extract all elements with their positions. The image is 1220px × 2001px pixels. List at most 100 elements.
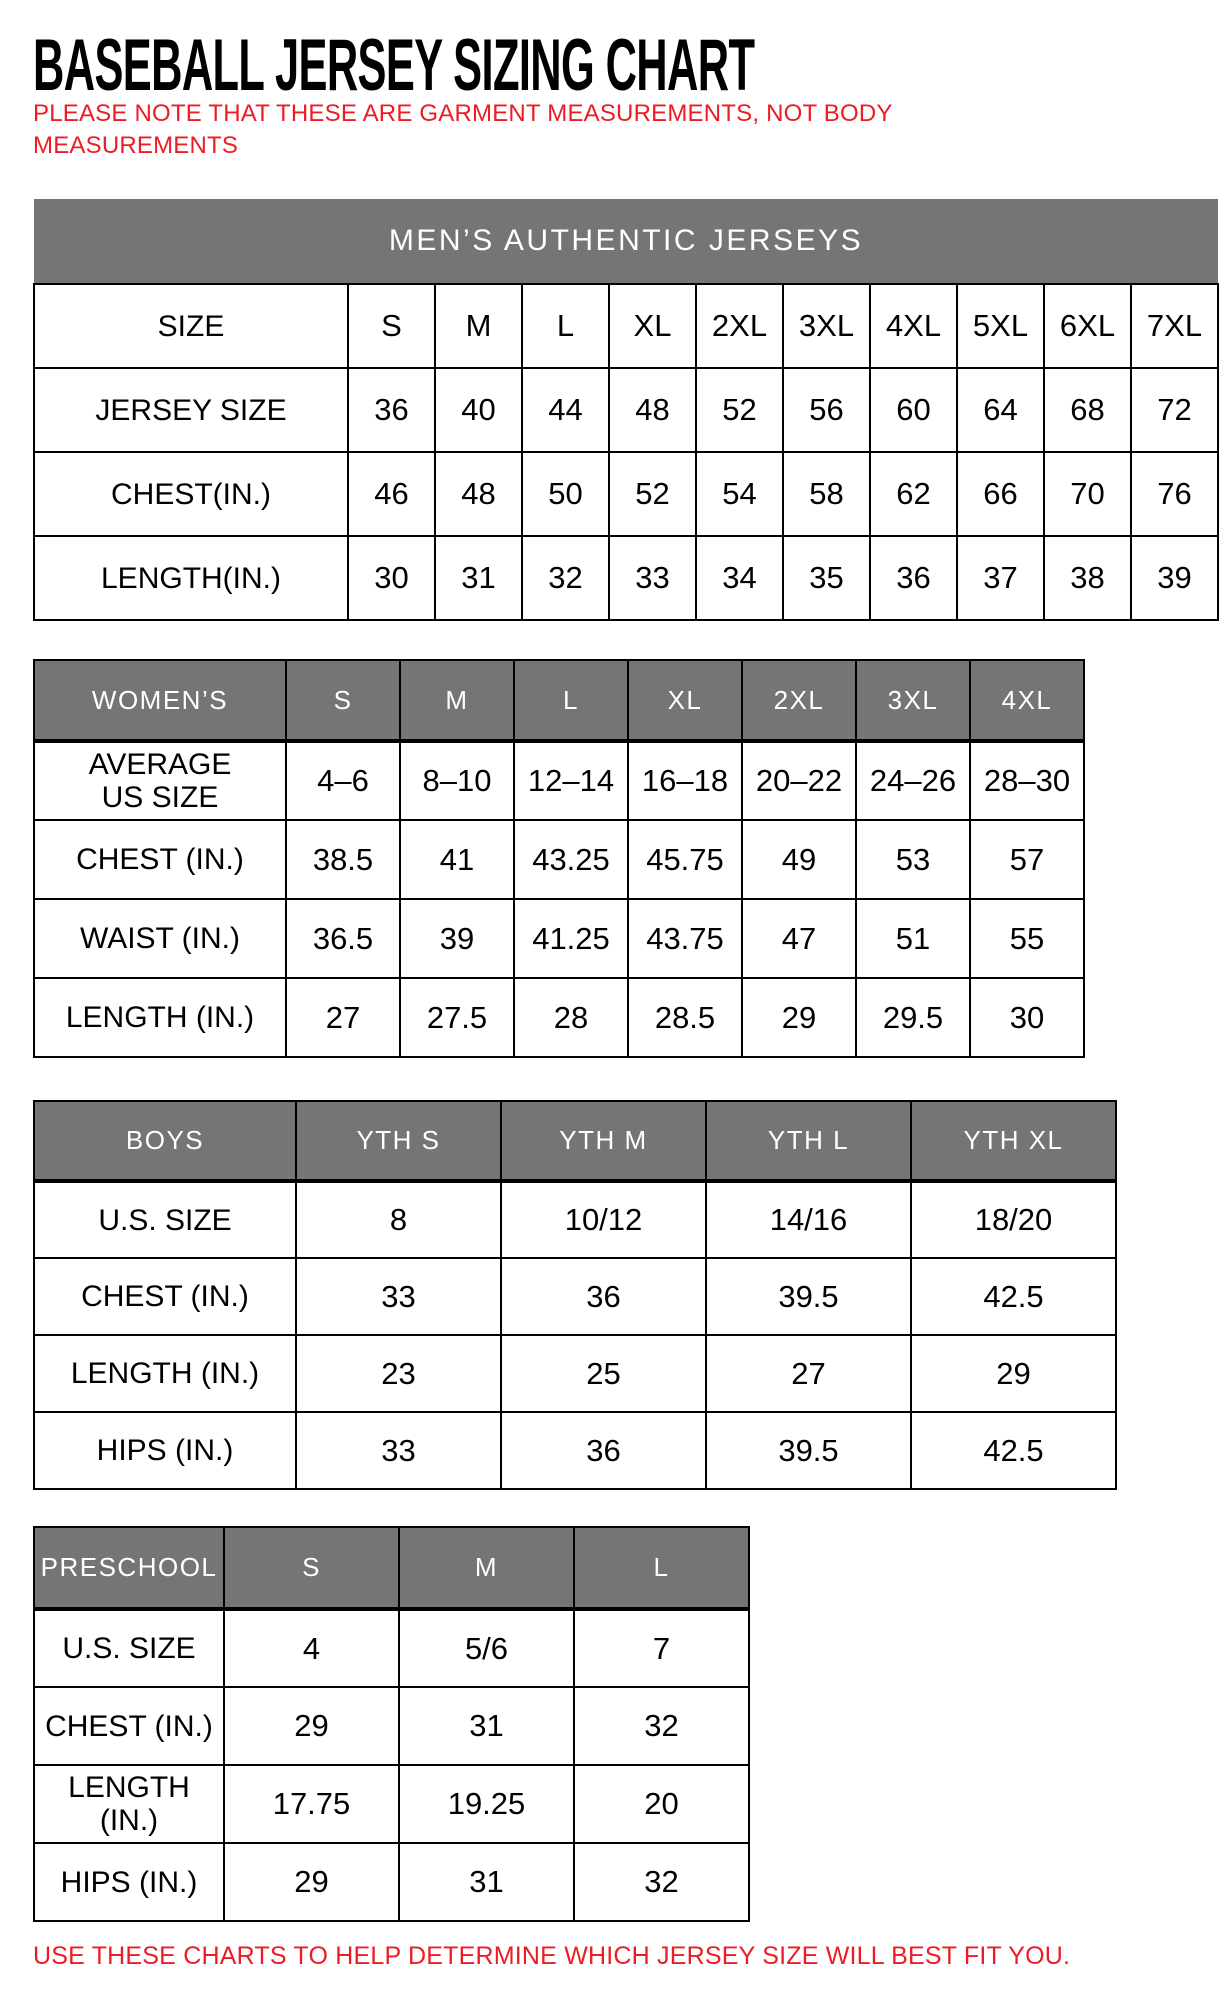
garment-measurements-note: PLEASE NOTE THAT THESE ARE GARMENT MEASU… — [33, 100, 893, 159]
preschool-sizing-table-header-label: PRESCHOOL — [33, 1526, 225, 1612]
value-cell: 51 — [855, 898, 971, 980]
mens-table-container: MEN’S AUTHENTIC JERSEYS SIZE S M L XL 2XL 3XL 4X… — [33, 199, 1220, 622]
value-cell: 5XL — [956, 283, 1045, 370]
value-cell: 46 — [347, 451, 436, 538]
value-cell: XL — [608, 283, 697, 370]
value-cell: 33 — [295, 1411, 502, 1491]
value-cell: 38 — [1043, 535, 1132, 622]
value-cell: 42.5 — [910, 1411, 1117, 1491]
value-cell: 62 — [869, 451, 958, 538]
size-header-cell: S — [285, 659, 401, 744]
value-cell: 20 — [573, 1764, 750, 1845]
row-label-cell: HIPS (IN.) — [33, 1842, 225, 1923]
value-cell: 30 — [969, 977, 1085, 1059]
value-cell: 56 — [782, 367, 871, 454]
value-cell: 29.5 — [855, 977, 971, 1059]
table-row: SIZE S M L XL 2XL 3XL 4XL 5XL 6XL 7XL — [33, 283, 1219, 370]
value-cell: 7 — [573, 1608, 750, 1689]
size-header-cell: YTH S — [295, 1100, 502, 1184]
womens-sizing-table-header-label: WOMEN’S — [33, 659, 287, 744]
table-row: AVERAGE US SIZE 4–6 8–10 12–14 16–18 20–22 24–… — [33, 740, 1085, 822]
value-cell: 48 — [434, 451, 523, 538]
size-header-cell: 4XL — [969, 659, 1085, 744]
value-cell: 57 — [969, 819, 1085, 901]
value-cell: 33 — [295, 1257, 502, 1337]
table-row: CHEST (IN.) 29 31 32 — [33, 1686, 750, 1767]
value-cell: 4XL — [869, 283, 958, 370]
value-cell: 42.5 — [910, 1257, 1117, 1337]
value-cell: L — [521, 283, 610, 370]
value-cell: 70 — [1043, 451, 1132, 538]
table-row: LENGTH(IN.) 30 31 32 33 34 35 36 37 38 39 — [33, 535, 1219, 622]
table-row: LENGTH (IN.) 23 25 27 29 — [33, 1334, 1117, 1414]
value-cell: S — [347, 283, 436, 370]
value-cell: 34 — [695, 535, 784, 622]
value-cell: 38.5 — [285, 819, 401, 901]
value-cell: 32 — [573, 1842, 750, 1923]
row-label-cell: U.S. SIZE — [33, 1180, 297, 1260]
value-cell: 36 — [500, 1411, 707, 1491]
size-header-cell: YTH M — [500, 1100, 707, 1184]
value-cell: 23 — [295, 1334, 502, 1414]
value-cell: 10/12 — [500, 1180, 707, 1260]
value-cell: 49 — [741, 819, 857, 901]
value-cell: 43.75 — [627, 898, 743, 980]
row-label-cell: SIZE — [33, 283, 349, 370]
value-cell: 31 — [398, 1842, 575, 1923]
value-cell: 12–14 — [513, 740, 629, 822]
value-cell: 2XL — [695, 283, 784, 370]
value-cell: 27 — [705, 1334, 912, 1414]
row-label-cell: CHEST (IN.) — [33, 819, 287, 901]
value-cell: 72 — [1130, 367, 1219, 454]
value-cell: 24–26 — [855, 740, 971, 822]
value-cell: 29 — [741, 977, 857, 1059]
value-cell: 37 — [956, 535, 1045, 622]
page-title: BASEBALL JERSEY SIZING CHART — [33, 28, 1220, 102]
size-header-cell: L — [513, 659, 629, 744]
table-row: CHEST(IN.) 46 48 50 52 54 58 62 66 70 76 — [33, 451, 1219, 538]
row-label-cell: JERSEY SIZE — [33, 367, 349, 454]
value-cell: 39 — [1130, 535, 1219, 622]
womens-table-container: WOMEN’S S M L XL 2XL 3XL 4XL AVERAGE US SIZE 4–6 8… — [33, 659, 1220, 1059]
value-cell: 66 — [956, 451, 1045, 538]
value-cell: 58 — [782, 451, 871, 538]
value-cell: 29 — [223, 1842, 400, 1923]
row-label-cell: LENGTH (IN.) — [33, 1764, 225, 1845]
table-row: U.S. SIZE 8 10/12 14/16 18/20 — [33, 1180, 1117, 1260]
value-cell: 6XL — [1043, 283, 1132, 370]
row-label-cell: LENGTH (IN.) — [33, 977, 287, 1059]
size-header-cell: YTH L — [705, 1100, 912, 1184]
value-cell: 36.5 — [285, 898, 401, 980]
row-label-cell: CHEST (IN.) — [33, 1686, 225, 1767]
value-cell: 54 — [695, 451, 784, 538]
value-cell: 36 — [500, 1257, 707, 1337]
size-header-cell: 2XL — [741, 659, 857, 744]
row-label-cell: CHEST (IN.) — [33, 1257, 297, 1337]
preschool-sizing-table: PRESCHOOL S M L U.S. SIZE 4 5/6 7 CHEST (IN.) 29 3… — [33, 1526, 750, 1923]
row-label-cell: U.S. SIZE — [33, 1608, 225, 1689]
value-cell: 32 — [573, 1686, 750, 1767]
value-cell: M — [434, 283, 523, 370]
size-header-cell: S — [223, 1526, 400, 1612]
value-cell: 53 — [855, 819, 971, 901]
value-cell: 4–6 — [285, 740, 401, 822]
value-cell: 40 — [434, 367, 523, 454]
size-header-cell: 3XL — [855, 659, 971, 744]
table-row: LENGTH (IN.) 17.75 19.25 20 — [33, 1764, 750, 1845]
value-cell: 8–10 — [399, 740, 515, 822]
table-row: U.S. SIZE 4 5/6 7 — [33, 1608, 750, 1689]
value-cell: 48 — [608, 367, 697, 454]
row-label-cell: WAIST (IN.) — [33, 898, 287, 980]
value-cell: 52 — [608, 451, 697, 538]
value-cell: 41.25 — [513, 898, 629, 980]
value-cell: 36 — [869, 535, 958, 622]
value-cell: 39 — [399, 898, 515, 980]
value-cell: 43.25 — [513, 819, 629, 901]
value-cell: 55 — [969, 898, 1085, 980]
row-label-cell: LENGTH (IN.) — [33, 1334, 297, 1414]
value-cell: 52 — [695, 367, 784, 454]
value-cell: 16–18 — [627, 740, 743, 822]
value-cell: 64 — [956, 367, 1045, 454]
value-cell: 8 — [295, 1180, 502, 1260]
